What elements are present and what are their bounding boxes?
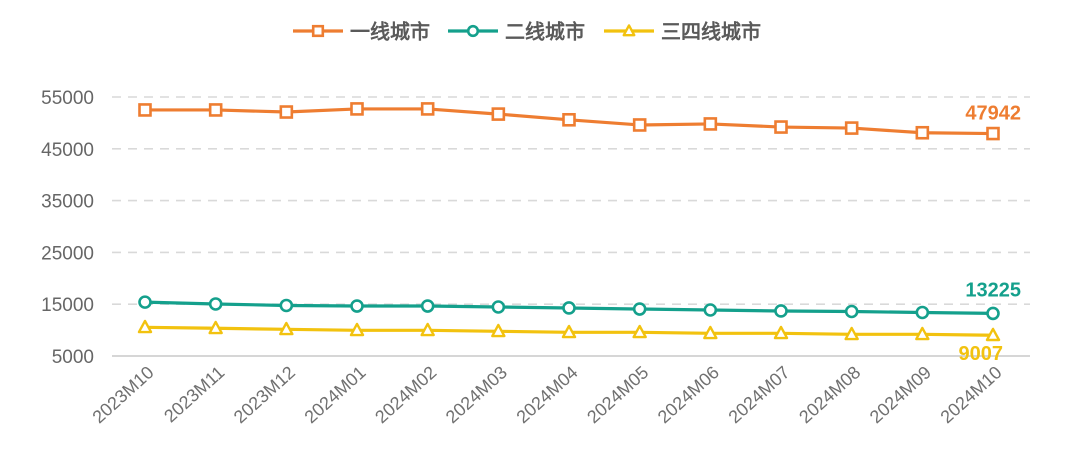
triangle-marker-icon bbox=[491, 323, 506, 338]
square-marker-icon bbox=[420, 102, 435, 116]
circle-marker-icon bbox=[562, 301, 576, 315]
triangle-marker-icon bbox=[622, 24, 636, 37]
legend-label: 二线城市 bbox=[505, 20, 585, 44]
x-tick-label: 2024M09 bbox=[866, 362, 935, 427]
triangle-marker-icon bbox=[137, 319, 153, 334]
circle-marker-icon bbox=[208, 297, 223, 311]
legend-item[interactable]: 三四线城市 bbox=[604, 20, 761, 44]
triangle-marker-icon bbox=[773, 325, 789, 340]
x-tick-label: 2024M02 bbox=[371, 362, 440, 427]
circle-marker-icon bbox=[466, 24, 480, 38]
legend-item[interactable]: 一线城市 bbox=[293, 20, 430, 44]
x-tick-label: 2023M12 bbox=[230, 362, 299, 427]
circle-marker-icon bbox=[986, 306, 1000, 321]
x-tick-label: 2024M06 bbox=[654, 362, 723, 427]
circle-marker-icon bbox=[350, 299, 364, 313]
legend: 一线城市 二线城市 三四线城市 bbox=[293, 20, 761, 44]
circle-marker-icon bbox=[632, 302, 647, 316]
circle-marker-icon bbox=[420, 299, 435, 313]
circle-marker-icon bbox=[279, 298, 294, 313]
square-marker-icon bbox=[491, 107, 506, 121]
y-tick-label: 15000 bbox=[41, 295, 94, 316]
x-tick-label: 2024M10 bbox=[937, 362, 1006, 427]
square-marker-icon bbox=[279, 105, 294, 119]
square-marker-icon bbox=[562, 112, 576, 127]
y-tick-label: 55000 bbox=[41, 88, 94, 109]
triangle-marker-icon bbox=[279, 321, 294, 336]
x-axis: 2023M10 2023M11 2023M12 2024M01 2024M02 2024M… bbox=[89, 362, 1006, 427]
x-tick-label: 2023M10 bbox=[89, 362, 158, 427]
legend-item[interactable]: 二线城市 bbox=[448, 20, 585, 44]
x-tick-label: 2024M08 bbox=[795, 362, 864, 427]
y-tick-label: 45000 bbox=[41, 140, 94, 161]
gridlines bbox=[112, 96, 1030, 357]
y-tick-label: 5000 bbox=[52, 347, 94, 368]
triangle-marker-icon bbox=[844, 326, 859, 341]
triangle-marker-icon bbox=[349, 322, 365, 337]
y-tick-label: 35000 bbox=[41, 192, 94, 213]
circle-marker-icon bbox=[703, 303, 718, 317]
end-value-label: 9007 bbox=[959, 343, 1004, 365]
series-1 bbox=[138, 102, 1000, 141]
circle-marker-icon bbox=[915, 305, 930, 320]
x-tick-label: 2023M11 bbox=[160, 362, 228, 426]
series-2 bbox=[138, 295, 1000, 321]
triangle-marker-icon bbox=[915, 326, 930, 341]
square-marker-icon bbox=[986, 126, 1000, 141]
square-marker-icon bbox=[844, 121, 859, 135]
square-marker-icon bbox=[915, 125, 930, 140]
circle-marker-icon bbox=[138, 295, 152, 309]
square-marker-icon bbox=[632, 118, 647, 132]
legend-label: 一线城市 bbox=[350, 20, 430, 44]
end-labels: 47942 13225 9007 bbox=[959, 103, 1022, 366]
x-tick-label: 2024M03 bbox=[442, 362, 511, 427]
square-marker-icon bbox=[703, 117, 718, 131]
square-marker-icon bbox=[138, 103, 152, 117]
circle-marker-icon bbox=[844, 304, 859, 319]
x-tick-label: 2024M04 bbox=[513, 362, 582, 427]
series-3 bbox=[137, 319, 1001, 342]
y-tick-label: 25000 bbox=[41, 243, 94, 264]
triangle-marker-icon bbox=[208, 320, 223, 335]
x-tick-label: 2024M05 bbox=[583, 362, 652, 427]
circle-marker-icon bbox=[491, 300, 506, 314]
x-tick-label: 2024M07 bbox=[725, 362, 794, 427]
end-value-label: 47942 bbox=[965, 103, 1021, 125]
end-value-label: 13225 bbox=[965, 279, 1021, 301]
square-marker-icon bbox=[208, 103, 223, 117]
triangle-marker-icon bbox=[420, 322, 435, 337]
circle-marker-icon bbox=[774, 304, 788, 318]
triangle-marker-icon bbox=[703, 325, 718, 340]
square-marker-icon bbox=[774, 120, 788, 134]
triangle-marker-icon bbox=[561, 324, 577, 339]
y-axis: 55000 45000 35000 25000 15000 5000 bbox=[41, 88, 94, 368]
triangle-marker-icon bbox=[985, 327, 1001, 342]
square-marker-icon bbox=[311, 24, 325, 38]
x-tick-label: 2024M01 bbox=[301, 362, 370, 427]
triangle-marker-icon bbox=[632, 324, 647, 339]
square-marker-icon bbox=[350, 102, 364, 116]
series-group bbox=[137, 102, 1001, 342]
legend-label: 三四线城市 bbox=[661, 20, 761, 44]
